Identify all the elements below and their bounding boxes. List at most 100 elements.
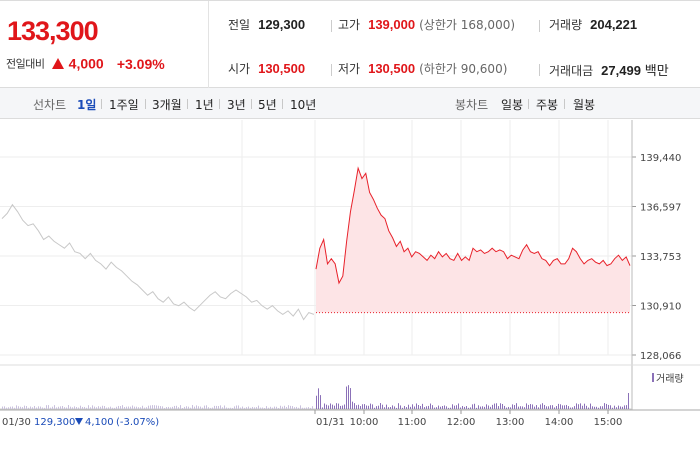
volume-bar <box>56 407 57 409</box>
volume-bar <box>542 403 543 409</box>
tab-10-years[interactable]: 10년 <box>290 98 317 112</box>
tab-daily-candle[interactable]: 일봉 <box>501 98 524 112</box>
volume-bar <box>254 407 255 409</box>
tab-3-years[interactable]: 3년 <box>227 98 246 112</box>
volume-bar <box>124 407 125 409</box>
volume-bar <box>32 407 33 409</box>
volume-bar <box>248 406 249 409</box>
volume-bar <box>310 407 311 409</box>
volume-bar <box>438 405 439 409</box>
volume-bar <box>432 405 433 409</box>
volume-bar <box>326 404 327 409</box>
volume-legend-swatch <box>652 373 654 382</box>
period-tab-bar: 선차트 1일 1주일 3개월 1년 3년 5년 10년 봉차트 일봉 주봉 월봉 <box>0 88 700 119</box>
volume-bar <box>362 404 363 409</box>
volume-bar <box>2 406 3 409</box>
volume-bar <box>468 407 469 409</box>
volume-bar <box>586 405 587 409</box>
volume-bar <box>528 404 529 409</box>
volume-bar <box>90 407 91 409</box>
volume-bar <box>318 388 319 409</box>
volume-bar <box>346 386 347 409</box>
volume-bar <box>554 407 555 409</box>
tab-1-day[interactable]: 1일 <box>77 98 97 112</box>
volume-bar <box>410 406 411 409</box>
volume-bar <box>538 407 539 409</box>
volume-bar <box>594 406 595 409</box>
volume-bar <box>352 401 353 409</box>
today-line <box>315 166 631 285</box>
volume-bar <box>582 405 583 409</box>
volume-bar <box>72 407 73 409</box>
volume-bar <box>620 406 621 409</box>
volume-bar <box>180 405 181 409</box>
volume-bar <box>270 406 271 409</box>
volume-bar <box>256 407 257 409</box>
prev-date-label: 01/30 <box>2 417 31 428</box>
volume-bar <box>150 405 151 409</box>
volume-bar <box>434 407 435 409</box>
tab-1-year[interactable]: 1년 <box>195 98 214 112</box>
volume-bar <box>46 405 47 409</box>
volume-bar <box>550 405 551 409</box>
volume-bar <box>134 406 135 409</box>
volume-bar <box>60 406 61 409</box>
trade-value-label: 거래대금 <box>549 64 594 78</box>
change-percent: +3.09% <box>116 55 165 72</box>
tab-divider <box>282 99 283 109</box>
volume-bar <box>576 403 577 409</box>
tab-divider <box>564 99 565 109</box>
volume-bar <box>158 405 159 409</box>
y-tick-label: 139,440 <box>640 153 681 164</box>
y-tick-label: 136,597 <box>640 203 681 214</box>
tab-weekly-candle[interactable]: 주봉 <box>536 98 559 112</box>
volume-bar <box>38 406 39 409</box>
volume-bar <box>570 407 571 409</box>
volume-bar <box>596 406 597 409</box>
tab-monthly-candle[interactable]: 월봉 <box>573 98 596 112</box>
volume-bar <box>122 405 123 409</box>
volume-bar <box>166 407 167 409</box>
previous-day-series <box>1 203 315 321</box>
volume-bar <box>508 406 509 409</box>
volume-bar <box>558 403 559 409</box>
volume-bar <box>298 407 299 409</box>
volume-bar <box>418 405 419 409</box>
volume-bar <box>40 406 41 409</box>
prev-close-value: 129,300 <box>258 17 306 32</box>
volume-bar <box>100 406 101 409</box>
volume-bar <box>216 405 217 409</box>
volume-bar <box>164 407 165 409</box>
volume-bar <box>518 406 519 409</box>
volume-bar <box>14 407 15 409</box>
volume-bar <box>386 404 387 409</box>
volume-bar <box>446 406 447 409</box>
volume-bar <box>420 406 421 409</box>
volume-bar <box>514 405 515 409</box>
volume-bar <box>424 407 425 409</box>
volume-bar <box>144 407 145 409</box>
tab-1-week[interactable]: 1주일 <box>109 98 139 112</box>
volume-bar <box>390 406 391 409</box>
volume-bar <box>138 407 139 409</box>
volume-bar <box>500 403 501 409</box>
tab-5-years[interactable]: 5년 <box>258 98 277 112</box>
volume-bar <box>510 407 511 409</box>
volume-label: 거래량 <box>549 18 583 32</box>
volume-bar <box>368 405 369 409</box>
tab-3-months[interactable]: 3개월 <box>152 98 182 112</box>
volume-bar <box>28 407 29 409</box>
volume-bar <box>66 407 67 409</box>
volume-bar <box>398 403 399 409</box>
volume-bar <box>406 407 407 409</box>
volume-bar <box>456 405 457 409</box>
volume-bar <box>306 407 307 409</box>
volume-bar <box>48 405 49 409</box>
volume-bar <box>110 406 111 409</box>
volume-bar <box>458 403 459 409</box>
volume-bar <box>320 395 321 409</box>
volume-bar <box>350 388 351 409</box>
volume-bar <box>268 407 269 409</box>
volume-bar <box>22 407 23 409</box>
